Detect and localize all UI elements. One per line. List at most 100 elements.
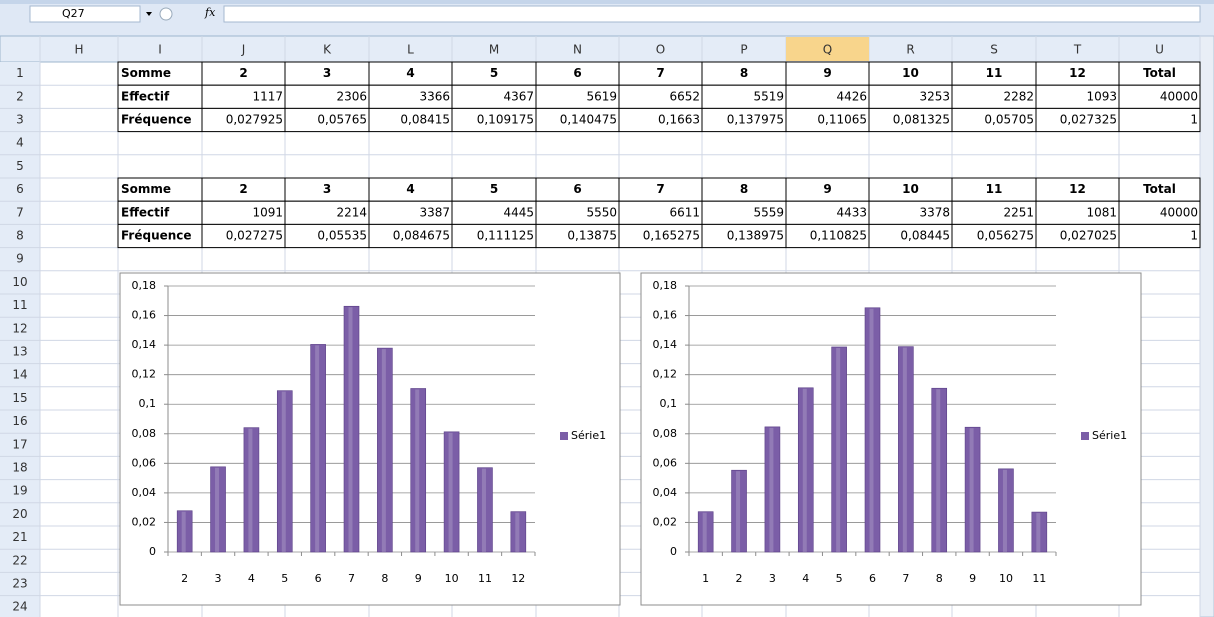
header-cell-text: 12	[1069, 182, 1086, 196]
row-header[interactable]: 16	[12, 414, 27, 428]
y-tick-label: 0,08	[653, 427, 678, 440]
row-header[interactable]: 7	[16, 205, 24, 219]
bar-highlight	[348, 307, 353, 552]
column-header[interactable]: I	[158, 43, 162, 57]
row-header[interactable]: 15	[12, 391, 27, 405]
x-tick-label: 6	[869, 572, 876, 585]
row-header[interactable]: 18	[12, 461, 27, 475]
table-cell[interactable]	[1118, 223, 1201, 249]
bar-highlight	[315, 345, 320, 552]
cell-text: 0,165275	[643, 229, 700, 243]
row-header[interactable]: 1	[16, 66, 24, 80]
column-header[interactable]: Q	[823, 43, 832, 57]
header-cell-text: 11	[986, 182, 1003, 196]
x-tick-label: 3	[215, 572, 222, 585]
vertical-scrollbar[interactable]	[1199, 35, 1214, 617]
column-header[interactable]: R	[906, 43, 914, 57]
row-header[interactable]: 14	[12, 368, 27, 382]
x-tick-label: 8	[381, 572, 388, 585]
bar-highlight	[215, 467, 220, 552]
cell-text: 4426	[836, 89, 867, 103]
legend-swatch	[1081, 432, 1089, 440]
column-header[interactable]: T	[1073, 43, 1082, 57]
cell-text: 3253	[919, 89, 950, 103]
row-header[interactable]: 24	[12, 600, 27, 614]
cancel-button[interactable]	[159, 7, 173, 21]
column-header[interactable]: O	[656, 43, 665, 57]
row-header[interactable]: 20	[12, 507, 27, 521]
header-cell-text: 5	[490, 182, 498, 196]
cell-text: 0,027275	[226, 229, 283, 243]
formula-input[interactable]	[223, 5, 1201, 23]
row-header[interactable]: 12	[12, 321, 27, 335]
cell-text: 0,1663	[658, 113, 700, 127]
header-cell-text: 9	[823, 182, 831, 196]
row-header[interactable]: 5	[16, 159, 24, 173]
chart: 0 0,02 0,04 0,06 0,08 0,1 0,12 0,14 0,16 0,18 1 2 3 4…	[640, 272, 1142, 606]
fx-button[interactable]: fx	[204, 6, 216, 19]
row-header[interactable]: 21	[12, 530, 27, 544]
x-tick-label: 1	[702, 572, 709, 585]
column-header[interactable]: S	[990, 43, 998, 57]
row-header[interactable]: 9	[16, 252, 24, 266]
bar	[243, 427, 260, 553]
cell-text: 0,137975	[727, 113, 784, 127]
bar-highlight	[1036, 513, 1041, 552]
row-header[interactable]: 8	[16, 229, 24, 243]
name-box-dropdown[interactable]	[146, 12, 152, 16]
bar	[898, 346, 914, 553]
header-cell-text: 10	[902, 66, 919, 80]
column-header[interactable]: K	[323, 43, 332, 57]
bar	[377, 347, 393, 553]
x-tick-label: 2	[736, 572, 743, 585]
x-tick-label: 11	[1032, 572, 1046, 585]
bar	[831, 346, 847, 553]
bar	[176, 510, 193, 553]
x-tick-label: 6	[315, 572, 322, 585]
column-header[interactable]: P	[740, 43, 747, 57]
header-cell-text: 11	[986, 66, 1003, 80]
column-header[interactable]: H	[74, 43, 83, 57]
column-header[interactable]: L	[407, 43, 414, 57]
selected-column-header	[786, 37, 869, 61]
cell-text: 5519	[753, 89, 784, 103]
column-header[interactable]: J	[241, 43, 246, 57]
bar-highlight	[515, 512, 520, 552]
header-cell-text: 7	[656, 182, 664, 196]
column-header[interactable]: U	[1155, 43, 1164, 57]
row-header[interactable]: 13	[12, 345, 27, 359]
bar	[443, 431, 460, 553]
row-header[interactable]: 17	[12, 437, 27, 451]
row-header[interactable]: 11	[12, 298, 27, 312]
table-cell[interactable]	[1118, 107, 1201, 133]
bar-highlight	[736, 471, 741, 552]
bar	[310, 344, 326, 553]
header-cell-text: Somme	[121, 66, 171, 80]
header-cell-text: 8	[740, 66, 748, 80]
cell-text: 0,11065	[817, 113, 867, 127]
column-header[interactable]: M	[489, 43, 499, 57]
row-header[interactable]: 4	[16, 136, 24, 150]
bar	[510, 511, 527, 553]
row-header[interactable]: 3	[16, 113, 24, 127]
header-cell-text: 8	[740, 182, 748, 196]
cell-text: 0,138975	[727, 229, 784, 243]
bar-highlight	[802, 388, 807, 552]
bar	[697, 511, 714, 553]
y-tick-label: 0,14	[132, 338, 157, 351]
cell-text: 2214	[336, 205, 367, 219]
row-header[interactable]: 6	[16, 182, 24, 196]
bar-highlight	[769, 427, 774, 552]
y-tick-label: 0,1	[139, 397, 157, 410]
row-header[interactable]: 19	[12, 484, 27, 498]
x-tick-label: 10	[445, 572, 459, 585]
y-tick-label: 0	[149, 545, 156, 558]
row-header[interactable]: 10	[12, 275, 27, 289]
row-header[interactable]: 2	[16, 89, 24, 103]
x-tick-label: 12	[511, 572, 525, 585]
name-box[interactable]	[29, 5, 141, 23]
row-header[interactable]: 23	[12, 577, 27, 591]
row-header[interactable]: 22	[12, 553, 27, 567]
column-header[interactable]: N	[573, 43, 582, 57]
cell-text: 1091	[252, 205, 283, 219]
